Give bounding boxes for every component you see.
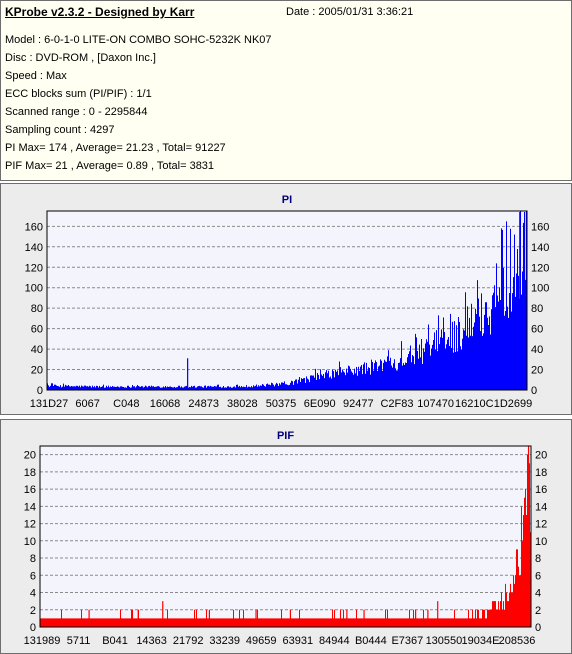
data-bars [47,211,527,390]
x-tick-label: 130550 [426,635,463,647]
y-tick-label-left: 40 [31,344,43,356]
plot-area [40,446,531,627]
x-tick-label: 5711 [67,635,91,647]
range-line: Scanned range : 0 - 2295844 [5,106,148,118]
pi-chart-panel: PI 0 0 20 20 40 40 60 60 80 80 100 100 120 120 140 140 16… [0,183,572,415]
pif-stats-line: PIF Max= 21 , Average= 0.89 , Total= 383… [5,160,215,172]
x-tick-label: 84944 [319,635,350,647]
x-tick-label: 107470 [417,398,454,410]
pi-stats-line: PI Max= 174 , Average= 21.23 , Total= 91… [5,142,226,154]
y-tick-label-right: 14 [535,501,547,513]
chart-title: PIF [277,430,294,442]
x-tick-label: 63931 [282,635,313,647]
y-tick-label-left: 18 [24,467,36,479]
model-line: Model : 6-0-1-0 LITE-ON COMBO SOHC-5232K… [5,34,272,46]
y-tick-label-right: 140 [531,242,549,254]
y-tick-label-right: 160 [531,221,549,233]
data-bars [40,446,531,627]
y-tick-label-right: 20 [535,450,547,462]
x-tick-label: 92477 [343,398,374,410]
y-tick-label-left: 100 [25,283,43,295]
y-tick-label-right: 10 [535,536,547,548]
pif-chart-panel: PIF 0 0 2 2 4 4 6 6 8 8 10 10 12 12 14 14 16 16 18 18 20 20 131… [0,419,572,654]
y-tick-label-left: 16 [24,484,36,496]
x-tick-label: 208536 [499,635,536,647]
scan-date: Date : 2005/01/31 3:36:21 [286,6,414,18]
x-tick-label: 1D2699 [494,398,533,410]
chart-title: PI [282,194,292,206]
x-tick-label: 16210C [455,398,494,410]
y-tick-label-right: 60 [531,324,543,336]
y-tick-label-left: 120 [25,262,43,274]
x-tick-label: 14363 [136,635,167,647]
y-tick-label-left: 0 [37,385,43,397]
y-tick-label-left: 80 [31,303,43,315]
x-tick-label: 6E090 [304,398,336,410]
app-title: KProbe v2.3.2 - Designed by Karr [5,5,195,19]
x-tick-label: 33239 [209,635,240,647]
x-tick-label: B0444 [355,635,387,647]
y-tick-label-right: 80 [531,303,543,315]
y-tick-label-left: 12 [24,519,36,531]
y-tick-label-right: 6 [535,570,541,582]
x-tick-label: 131989 [24,635,61,647]
y-tick-label-left: 8 [30,553,36,565]
y-tick-label-left: 6 [30,570,36,582]
y-tick-label-left: 10 [24,536,36,548]
plot-frame [46,210,528,391]
sampling-line: Sampling count : 4297 [5,124,115,136]
x-tick-label: E7367 [391,635,423,647]
y-tick-label-left: 60 [31,324,43,336]
x-tick-label: C2F83 [380,398,413,410]
x-tick-label: 19034E [461,635,499,647]
x-tick-label: 6067 [75,398,99,410]
x-tick-label: 24873 [188,398,219,410]
x-tick-label: B041 [102,635,128,647]
x-tick-label: C048 [113,398,139,410]
y-tick-label-right: 0 [531,385,537,397]
y-tick-label-left: 140 [25,242,43,254]
y-tick-label-right: 40 [531,344,543,356]
y-tick-label-right: 8 [535,553,541,565]
y-tick-label-left: 20 [24,450,36,462]
x-tick-label: 50375 [266,398,297,410]
y-tick-label-right: 100 [531,283,549,295]
y-tick-label-right: 20 [531,365,543,377]
y-tick-label-right: 12 [535,519,547,531]
plot-frame [39,445,532,628]
y-tick-label-right: 120 [531,262,549,274]
x-tick-label: 16068 [150,398,181,410]
y-tick-label-left: 160 [25,221,43,233]
pif-chart: PIF 0 0 2 2 4 4 6 6 8 8 10 10 12 12 14 14 16 16 18 18 20 20 131… [24,430,548,647]
y-tick-label-right: 16 [535,484,547,496]
y-tick-label-left: 20 [31,365,43,377]
y-tick-label-left: 2 [30,605,36,617]
y-tick-label-left: 14 [24,501,36,513]
x-tick-label: 38028 [227,398,258,410]
disc-line: Disc : DVD-ROM , [Daxon Inc.] [5,52,156,64]
y-tick-label-right: 18 [535,467,547,479]
y-tick-label-left: 0 [30,622,36,634]
speed-line: Speed : Max [5,70,67,82]
y-tick-label-right: 0 [535,622,541,634]
y-tick-label-right: 4 [535,588,541,600]
x-tick-label: 131D27 [30,398,69,410]
x-tick-label: 49659 [246,635,277,647]
info-panel: KProbe v2.3.2 - Designed by Karr Date : … [0,0,572,181]
y-tick-label-left: 4 [30,588,36,600]
y-tick-label-right: 2 [535,605,541,617]
pi-chart: PI 0 0 20 20 40 40 60 60 80 80 100 100 120 120 140 140 16… [25,194,550,410]
x-tick-label: 21792 [173,635,204,647]
ecc-line: ECC blocks sum (PI/PIF) : 1/1 [5,88,152,100]
